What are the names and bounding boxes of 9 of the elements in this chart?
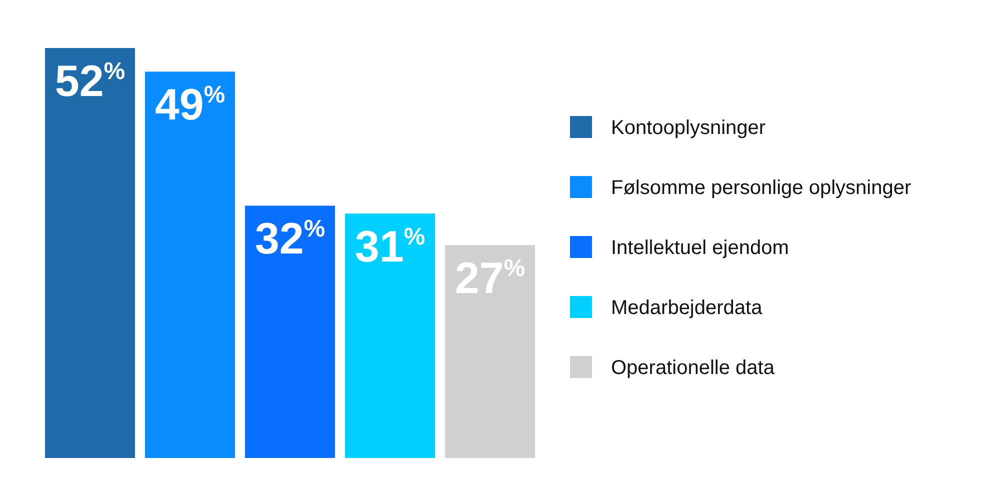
legend-label: Følsomme personlige oplysninger (611, 177, 912, 199)
data-label: 31$^{%}$ (354, 222, 426, 272)
legend-label: Intellektuel ejendom (611, 237, 789, 259)
data-label: 49$^{%}$ (154, 80, 226, 130)
data-label: 32$^{%}$ (254, 214, 326, 264)
legend-label: Medarbejderdata (611, 297, 764, 319)
legend-label: Operationelle data (611, 357, 776, 379)
data-label: 52$^{%}$ (54, 57, 126, 106)
legend-label: Kontooplysninger (611, 117, 766, 139)
